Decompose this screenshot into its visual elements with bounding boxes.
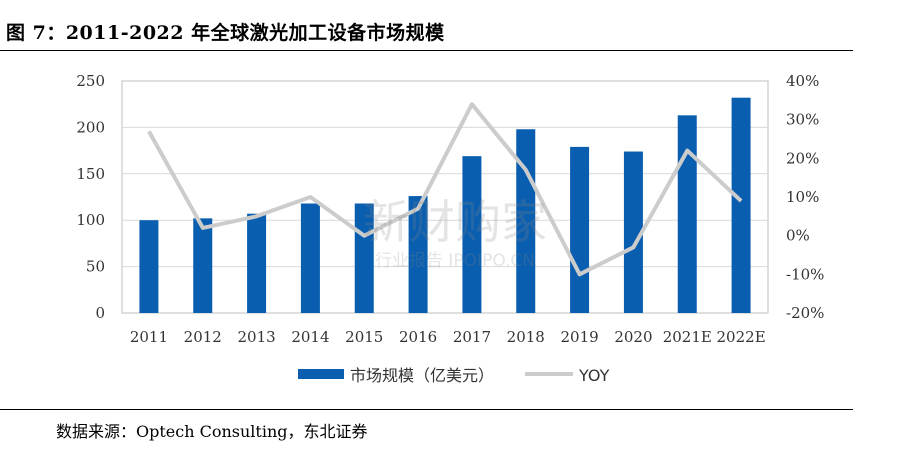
right-tick-label: 30%	[786, 111, 819, 129]
watermark: 新财购家 行业报告 IPOIPO.CN	[363, 195, 547, 271]
bar	[462, 156, 482, 313]
x-tick-label: 2018	[507, 328, 545, 346]
right-tick-label: -20%	[786, 304, 824, 322]
x-tick-label: 2021E	[663, 328, 712, 346]
watermark-sub: 行业报告 IPOIPO.CN	[375, 251, 535, 271]
figure-title: 图 7：2011-2022 年全球激光加工设备市场规模	[6, 22, 445, 44]
legend-bar-label: 市场规模（亿美元）	[350, 366, 494, 385]
plot-frame	[121, 80, 769, 314]
legend: 市场规模（亿美元） YOY	[298, 366, 610, 385]
legend-line-label: YOY	[578, 366, 610, 385]
bar	[408, 196, 428, 313]
x-tick-label: 2017	[453, 328, 491, 346]
title-divider	[0, 50, 853, 51]
x-tick-label: 2022E	[717, 328, 766, 346]
bar	[570, 146, 590, 313]
left-tick-label: 150	[76, 165, 105, 183]
bar	[300, 203, 320, 313]
x-tick-label: 2011	[130, 328, 168, 346]
bar	[193, 218, 213, 313]
left-tick-label: 200	[76, 118, 105, 136]
source-divider	[0, 409, 853, 410]
bar	[731, 97, 751, 313]
x-tick-label: 2012	[184, 328, 222, 346]
bar-series	[139, 97, 751, 313]
x-tick-label: 2014	[291, 328, 329, 346]
yoy-line-series	[147, 102, 743, 277]
bar	[623, 151, 643, 313]
right-tick-label: 40%	[786, 72, 819, 90]
x-tick-label: 2019	[560, 328, 598, 346]
left-tick-label: 0	[95, 304, 105, 322]
left-tick-label: 100	[76, 211, 105, 229]
x-tick-label: 2015	[345, 328, 383, 346]
source-note: 数据来源：Optech Consulting，东北证券	[56, 422, 368, 441]
right-tick-label: -10%	[786, 265, 824, 283]
bar	[247, 213, 267, 313]
bar	[677, 115, 697, 313]
right-axis-ticks: -20% -10% 0% 10% 20% 30% 40%	[786, 72, 824, 322]
left-axis-ticks: 0 50 100 150 200 250	[76, 72, 105, 322]
legend-bar-swatch	[298, 369, 344, 379]
x-tick-label: 2013	[237, 328, 275, 346]
right-tick-label: 20%	[786, 149, 819, 167]
yoy-line	[147, 102, 743, 277]
x-axis-ticks: 2011 2012 2013 2014 2015 2016 2017 2018 2019 2020…	[130, 328, 766, 346]
x-tick-label: 2020	[614, 328, 652, 346]
left-tick-label: 250	[76, 72, 105, 90]
left-tick-label: 50	[86, 258, 105, 276]
right-tick-label: 10%	[786, 188, 819, 206]
watermark-main: 新财购家	[363, 195, 547, 249]
right-tick-label: 0%	[786, 227, 810, 245]
x-tick-label: 2016	[399, 328, 437, 346]
bar	[139, 220, 159, 313]
